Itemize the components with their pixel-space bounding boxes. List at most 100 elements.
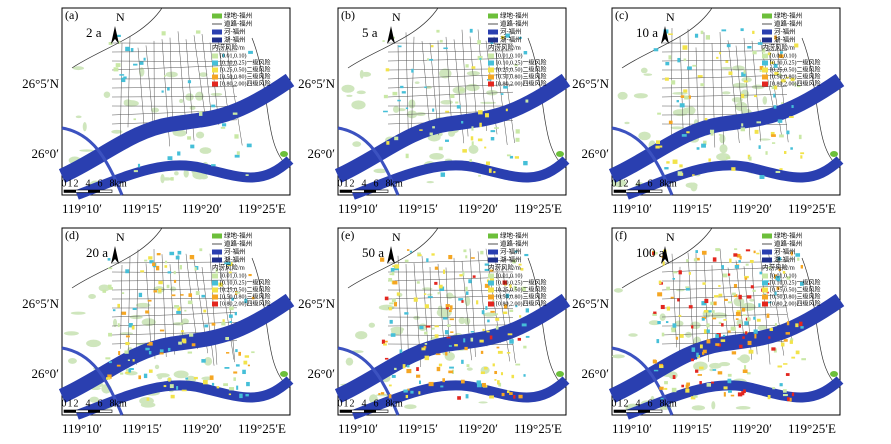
risk-patch — [404, 312, 408, 314]
risk-patch — [489, 168, 492, 172]
legend-label: 道路-福州 — [774, 18, 802, 27]
risk-patch — [485, 306, 487, 310]
green-space — [86, 340, 101, 347]
scale-label: 6 — [648, 178, 653, 189]
risk-patch — [176, 256, 180, 260]
risk-patch — [734, 284, 737, 288]
scale-label: 1 — [618, 398, 623, 409]
risk-patch — [162, 31, 166, 35]
lat-label: 26°0′ — [307, 146, 335, 161]
scale-label: 6 — [648, 398, 653, 409]
legend-label: 绿地-福州 — [500, 230, 528, 239]
green-space — [71, 312, 86, 315]
green-space — [478, 401, 488, 403]
risk-patch — [752, 51, 756, 54]
risk-patch — [695, 250, 698, 253]
risk-patch — [138, 375, 141, 379]
risk-patch — [731, 167, 735, 171]
green-space — [429, 153, 444, 160]
risk-patch — [117, 35, 121, 37]
scale-label: 1 — [344, 398, 349, 409]
legend-swatch — [212, 54, 218, 59]
risk-patch — [744, 365, 746, 369]
risk-patch — [513, 395, 515, 399]
lat-label: 26°0′ — [581, 366, 609, 381]
green-space — [415, 81, 420, 84]
green-space — [687, 106, 696, 114]
return-period: 100 a — [636, 245, 665, 260]
risk-patch — [689, 95, 691, 98]
lon-label: 119°20′ — [182, 201, 222, 216]
risk-patch — [786, 332, 790, 335]
risk-patch — [679, 315, 682, 317]
risk-patch — [174, 280, 176, 283]
risk-patch — [776, 171, 781, 173]
risk-patch — [485, 113, 489, 117]
risk-patch — [721, 339, 726, 342]
legend-label: [0.50,0.80)三级风险 — [770, 72, 821, 80]
scale-bar — [64, 410, 76, 413]
risk-patch — [749, 157, 752, 161]
legend-swatch — [212, 250, 222, 255]
green-space — [686, 182, 698, 188]
risk-patch — [471, 338, 474, 342]
risk-patch — [487, 320, 489, 323]
risk-patch — [405, 260, 409, 263]
green-space — [352, 141, 361, 147]
legend-label: [0.80,2.00)四级风险 — [496, 299, 547, 307]
risk-patch — [446, 304, 450, 307]
legend-swatch — [762, 61, 768, 66]
scale-unit: km — [114, 178, 127, 189]
risk-patch — [403, 364, 406, 368]
risk-patch — [661, 305, 665, 309]
green-space — [467, 367, 473, 370]
legend-label: 湖-福州 — [500, 254, 522, 263]
risk-patch — [182, 390, 187, 392]
green-space — [556, 371, 564, 377]
risk-patch — [119, 74, 124, 76]
risk-patch — [156, 266, 159, 270]
risk-patch — [482, 383, 486, 387]
legend-swatch — [488, 38, 498, 43]
risk-patch — [229, 314, 233, 317]
risk-patch — [526, 308, 529, 312]
risk-patch — [212, 383, 214, 386]
risk-patch — [781, 102, 783, 104]
risk-patch — [702, 282, 705, 284]
risk-patch — [457, 105, 461, 108]
risk-patch — [657, 113, 661, 115]
risk-patch — [383, 343, 387, 345]
risk-patch — [176, 311, 181, 314]
risk-patch — [700, 344, 703, 348]
risk-patch — [473, 275, 476, 278]
scale-label: 4 — [86, 398, 91, 409]
panel-label: (c) — [615, 8, 628, 22]
risk-patch — [439, 147, 443, 151]
risk-patch — [245, 394, 248, 396]
legend-label: 湖-福州 — [774, 34, 796, 43]
return-period: 20 a — [86, 245, 108, 260]
risk-patch — [398, 46, 401, 48]
risk-patch — [686, 385, 689, 389]
risk-patch — [509, 339, 514, 343]
green-space — [357, 91, 366, 95]
risk-patch — [190, 255, 194, 259]
risk-patch — [799, 322, 802, 326]
risk-patch — [178, 251, 182, 255]
risk-patch — [403, 390, 407, 393]
risk-patch — [443, 47, 447, 49]
risk-patch — [431, 253, 434, 255]
risk-patch — [678, 171, 683, 175]
legend-label: 绿地-福州 — [774, 10, 802, 19]
risk-patch — [465, 255, 467, 258]
risk-patch — [123, 76, 126, 78]
risk-patch — [128, 368, 131, 372]
risk-patch — [148, 256, 152, 259]
risk-patch — [125, 342, 129, 345]
scale-unit: km — [664, 398, 677, 409]
scale-bar — [364, 410, 376, 413]
risk-patch — [503, 312, 507, 314]
